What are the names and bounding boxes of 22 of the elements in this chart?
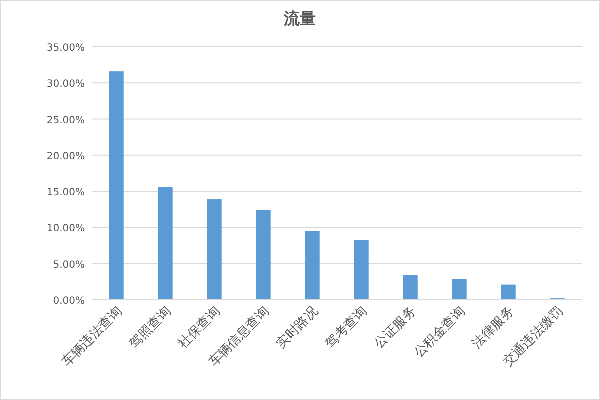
y-tick-label: 30.00% [46, 79, 85, 90]
bar [305, 231, 320, 300]
chart-title: 流量 [283, 9, 316, 28]
bar [158, 187, 173, 300]
bar [207, 200, 222, 300]
y-tick-label: 15.00% [46, 188, 85, 199]
x-tick-label: 驾照查询 [126, 304, 174, 352]
bar [256, 210, 271, 300]
bar [501, 284, 516, 300]
y-tick-label: 25.00% [46, 115, 85, 126]
y-tick-label: 5.00% [53, 260, 85, 271]
bar [452, 279, 467, 300]
bar [354, 240, 369, 300]
x-tick-label: 驾考查询 [322, 304, 370, 352]
x-tick-label: 实时路况 [274, 304, 322, 352]
y-tick-label: 0.00% [53, 296, 85, 307]
y-tick-label: 10.00% [46, 224, 85, 235]
bar [403, 275, 418, 300]
bar [109, 72, 124, 300]
y-tick-label: 35.00% [46, 43, 85, 54]
y-tick-label: 20.00% [46, 151, 85, 162]
x-tick-label: 车辆违法查询 [60, 304, 126, 370]
